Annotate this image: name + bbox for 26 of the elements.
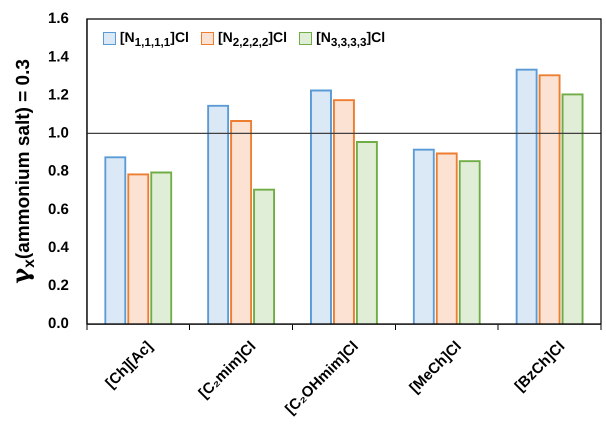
bar <box>230 120 252 324</box>
bar <box>436 152 458 324</box>
y-tick-label: 1.4 <box>48 48 70 66</box>
y-tick-label: 0.6 <box>48 200 69 218</box>
y-tick-label: 1.2 <box>48 86 69 104</box>
bar <box>310 90 332 324</box>
bar <box>332 99 355 324</box>
bar <box>253 188 276 324</box>
bar <box>458 160 481 324</box>
legend-label: [N$_{3,3,3,3}$]Cl <box>316 29 386 49</box>
legend-label: [N$_{2,2,2,2}$]Cl <box>218 29 288 49</box>
y-tick-label: 1.6 <box>48 10 69 28</box>
y-tick-label: 1.0 <box>48 124 69 142</box>
y-tick-label: 0.2 <box>48 277 69 294</box>
bar <box>104 156 126 324</box>
bar <box>516 68 538 324</box>
bar <box>150 172 172 324</box>
legend-label: [N$_{1,1,1,1}$]Cl <box>120 29 189 49</box>
bar <box>356 141 378 324</box>
bar <box>127 173 150 324</box>
bar <box>412 148 435 324</box>
bar <box>207 104 230 324</box>
bar <box>562 93 584 324</box>
y-tick-label: 0.8 <box>48 162 69 180</box>
y-tick-label: 0.0 <box>48 315 69 332</box>
y-tick-label: 0.4 <box>48 238 70 256</box>
